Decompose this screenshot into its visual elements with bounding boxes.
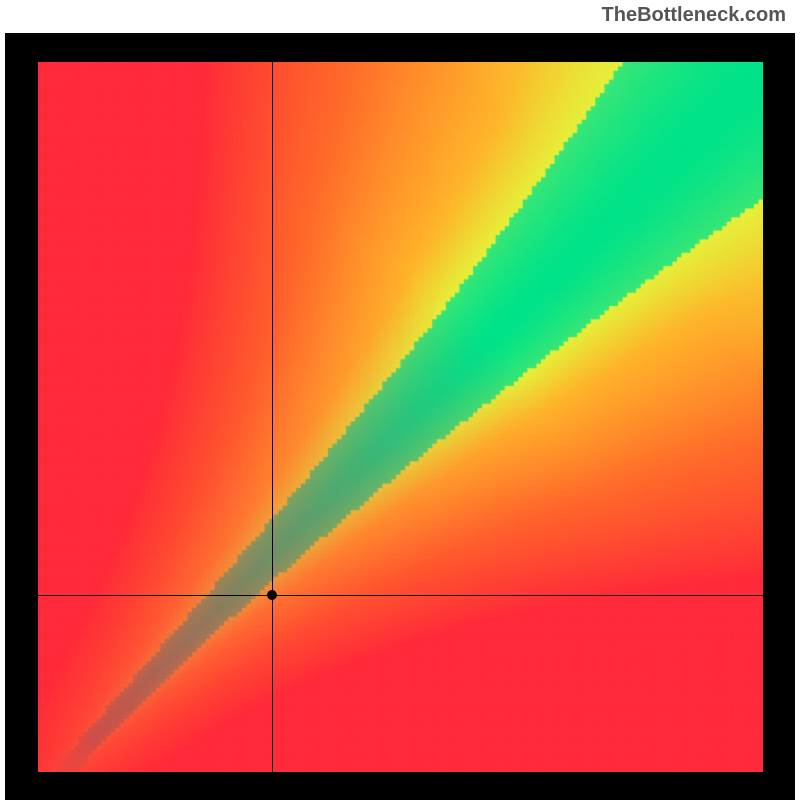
heatmap-canvas — [38, 62, 763, 772]
crosshair-vertical — [272, 62, 273, 772]
attribution-text: TheBottleneck.com — [602, 4, 786, 27]
chart-container: TheBottleneck.com — [0, 0, 800, 800]
crosshair-horizontal — [38, 595, 763, 596]
crosshair-point — [267, 590, 277, 600]
plot-inner — [38, 62, 763, 772]
